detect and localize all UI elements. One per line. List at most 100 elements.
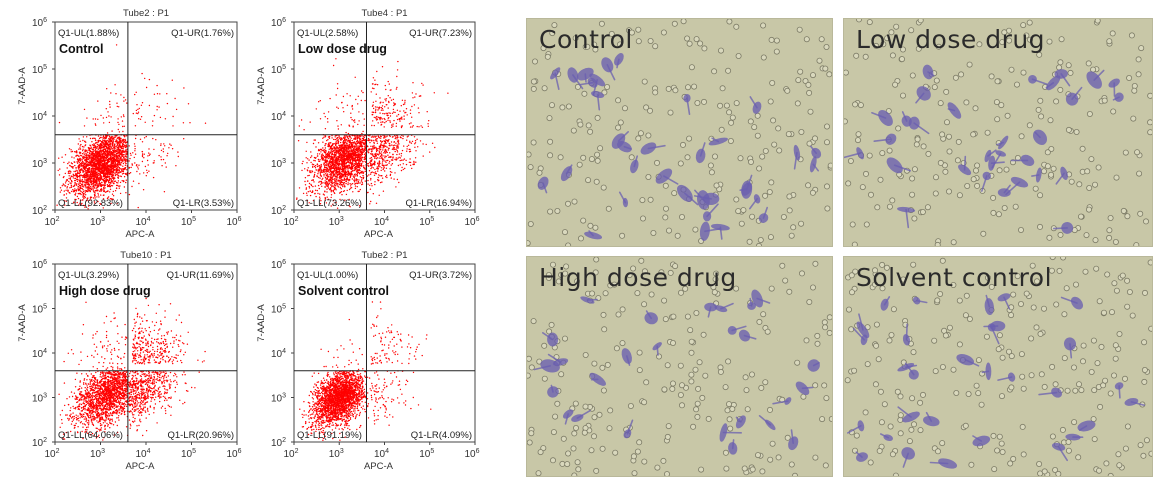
data-point: [376, 149, 377, 150]
data-point: [79, 173, 80, 174]
data-point: [69, 148, 70, 149]
data-point: [332, 176, 333, 177]
data-point: [325, 143, 326, 144]
data-point: [323, 163, 324, 164]
data-point: [166, 93, 167, 94]
data-point: [396, 138, 397, 139]
data-point: [99, 191, 100, 192]
data-point: [95, 125, 96, 126]
data-point: [330, 167, 331, 168]
data-point: [374, 143, 375, 144]
data-point: [84, 141, 85, 142]
data-point: [355, 155, 356, 156]
data-point: [403, 145, 404, 146]
data-point: [352, 191, 353, 192]
data-point: [68, 173, 69, 174]
data-point: [74, 188, 75, 189]
data-point: [98, 153, 99, 154]
data-point: [96, 151, 97, 152]
data-point: [355, 148, 356, 149]
data-point: [142, 156, 143, 157]
data-point: [415, 142, 416, 143]
data-point: [111, 156, 112, 157]
data-point: [341, 138, 342, 139]
data-point: [69, 165, 70, 166]
data-point: [116, 161, 117, 162]
data-point: [119, 152, 120, 153]
data-point: [78, 186, 79, 187]
data-point: [105, 168, 106, 169]
data-point: [85, 190, 86, 191]
data-point: [353, 153, 354, 154]
data-point: [101, 189, 102, 190]
data-point: [326, 154, 327, 155]
data-point: [347, 165, 348, 166]
data-point: [148, 171, 149, 172]
data-point: [142, 161, 143, 162]
data-point: [337, 183, 338, 184]
data-point: [341, 149, 342, 150]
data-point: [317, 164, 318, 165]
data-point: [353, 175, 354, 176]
data-point: [113, 154, 114, 155]
data-point: [109, 136, 110, 137]
data-point: [368, 140, 369, 141]
data-point: [391, 164, 392, 165]
data-point: [103, 117, 104, 118]
data-point: [335, 58, 336, 59]
data-point: [88, 147, 89, 148]
data-point: [409, 162, 410, 163]
data-point: [379, 150, 380, 151]
data-point: [113, 172, 114, 173]
data-point: [74, 165, 75, 166]
data-point: [65, 173, 66, 174]
data-point: [362, 161, 363, 162]
data-point: [325, 164, 326, 165]
data-point: [327, 155, 328, 156]
data-point: [384, 165, 385, 166]
data-point: [101, 162, 102, 163]
data-point: [348, 174, 349, 175]
data-point: [93, 160, 94, 161]
data-point: [110, 92, 111, 93]
data-point: [359, 150, 360, 151]
data-point: [114, 159, 115, 160]
data-point: [376, 138, 377, 139]
data-point: [336, 138, 337, 139]
data-point: [119, 188, 120, 189]
data-point: [73, 157, 74, 158]
data-point: [329, 172, 330, 173]
data-point: [87, 176, 88, 177]
data-point: [348, 171, 349, 172]
data-point: [111, 144, 112, 145]
data-point: [84, 166, 85, 167]
data-point: [114, 144, 115, 145]
data-point: [105, 185, 106, 186]
data-point: [108, 139, 109, 140]
data-point: [107, 132, 108, 133]
data-point: [327, 182, 328, 183]
data-point: [359, 157, 360, 158]
data-point: [106, 142, 107, 143]
data-point: [104, 143, 105, 144]
data-point: [370, 165, 371, 166]
data-point: [345, 166, 346, 167]
data-point: [413, 161, 414, 162]
data-point: [325, 156, 326, 157]
data-point: [108, 172, 109, 173]
data-point: [115, 181, 116, 182]
data-point: [376, 151, 377, 152]
data-point: [83, 156, 84, 157]
data-point: [104, 151, 105, 152]
data-point: [93, 187, 94, 188]
data-point: [80, 172, 81, 173]
data-point: [391, 141, 392, 142]
data-point: [345, 163, 346, 164]
data-point: [138, 168, 139, 169]
data-point: [80, 169, 81, 170]
data-point: [333, 162, 334, 163]
data-point: [319, 159, 320, 160]
data-point: [118, 149, 119, 150]
data-point: [82, 150, 83, 151]
data-point: [70, 171, 71, 172]
